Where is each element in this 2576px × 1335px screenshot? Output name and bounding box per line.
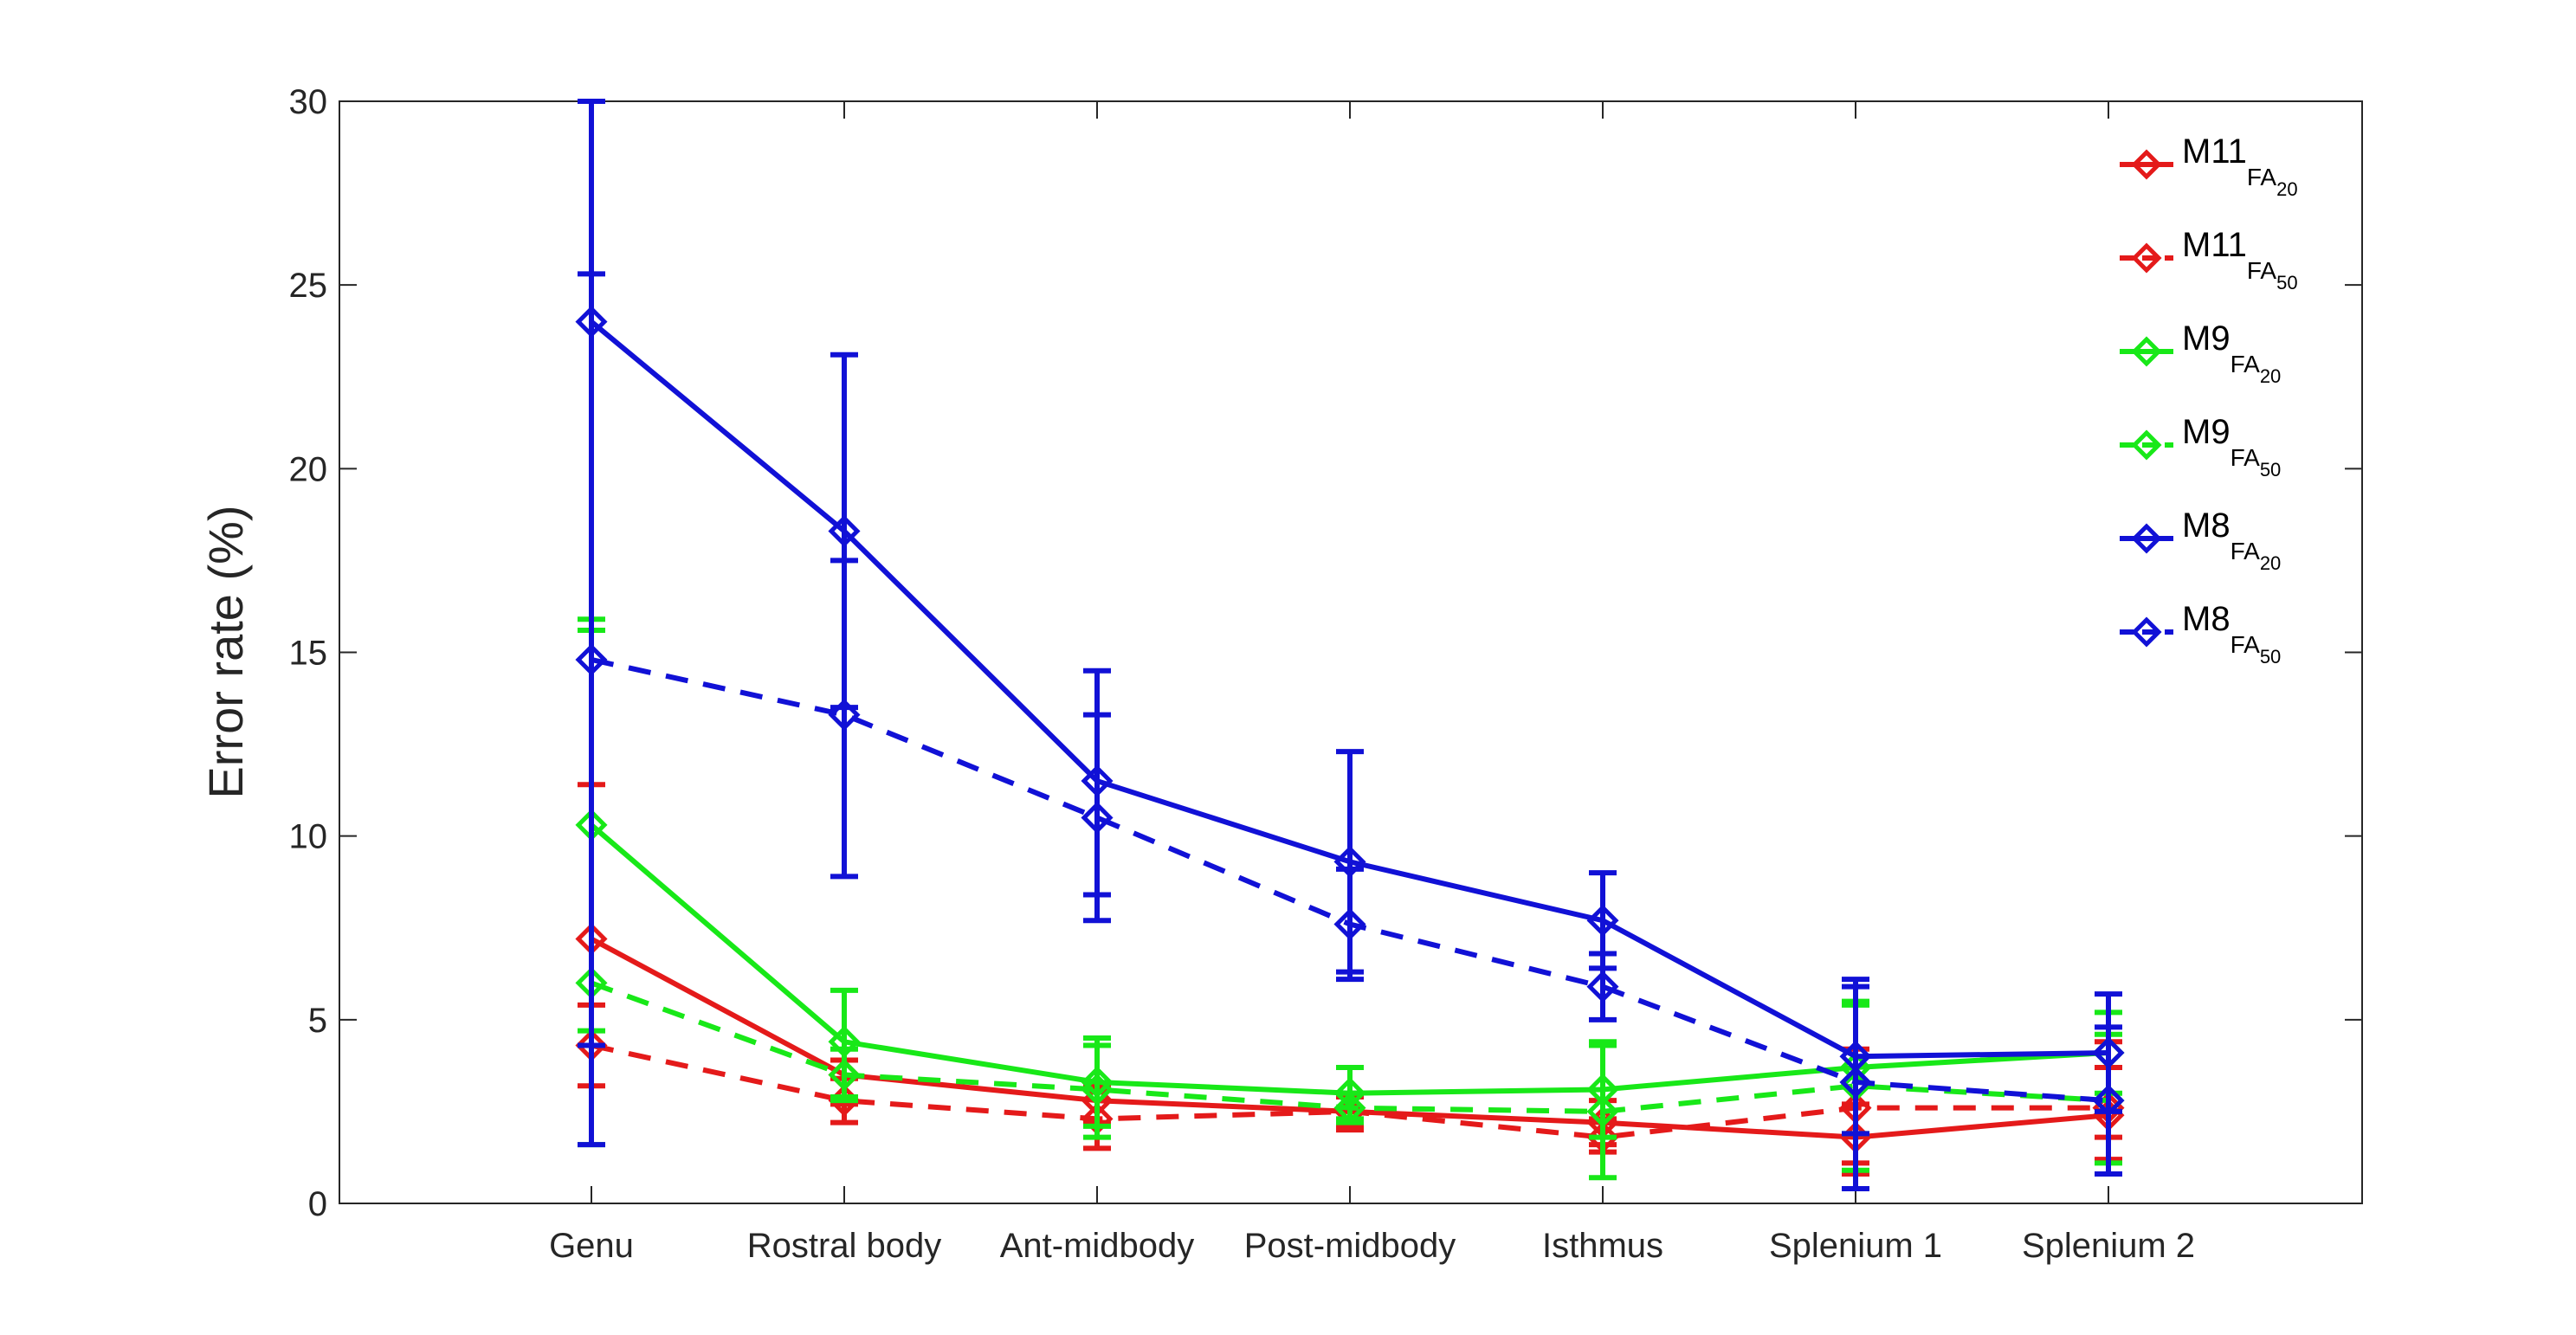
data-point-marker (1333, 907, 1366, 941)
y-axis-label: Error rate (%) (198, 505, 253, 798)
y-tick-label: 0 (308, 1185, 327, 1223)
legend-marker-swatch (2131, 336, 2162, 367)
data-point-marker (828, 514, 861, 548)
x-tick-label: Splenium 1 (1769, 1227, 1942, 1265)
x-tick-label: Rostral body (747, 1227, 942, 1265)
series-layer (575, 99, 2125, 1192)
legend-label: M11FA50 (2182, 226, 2298, 293)
x-tick-label: Isthmus (1542, 1227, 1663, 1265)
data-point-marker (828, 1058, 861, 1092)
series-m8-50 (575, 271, 2125, 1192)
x-tick-label: Post-midbody (1244, 1227, 1456, 1265)
y-tick-label: 15 (289, 635, 328, 673)
legend-label: M11FA20 (2182, 132, 2298, 200)
legend-marker-swatch (2131, 523, 2162, 554)
legend-marker-swatch (2131, 616, 2162, 648)
legend-marker-swatch (2131, 242, 2162, 274)
x-tick-label: Genu (549, 1227, 634, 1265)
legend-item: M8FA50 (2120, 600, 2281, 668)
y-axis: 0 5 10 15 20 25 30 (289, 83, 2362, 1223)
y-tick-label: 10 (289, 818, 328, 856)
legend-marker-swatch (2131, 149, 2162, 180)
legend-item: M8FA20 (2120, 506, 2281, 574)
data-point-marker (2092, 1084, 2125, 1117)
legend-marker-swatch (2131, 429, 2162, 461)
data-point-marker (1586, 971, 1619, 1003)
legend-label: M9FA50 (2182, 413, 2281, 480)
data-point-marker (828, 699, 861, 732)
data-point-marker (1081, 801, 1114, 834)
data-point-marker (1333, 1092, 1366, 1125)
x-tick-label: Splenium 2 (2022, 1227, 2195, 1265)
legend-label: M8FA20 (2182, 506, 2281, 574)
legend-item: M9FA20 (2120, 319, 2281, 387)
y-tick-label: 30 (289, 83, 328, 121)
data-point-marker (1081, 1073, 1114, 1106)
legend-item: M11FA50 (2120, 226, 2298, 293)
data-point-marker (1586, 1095, 1619, 1128)
data-point-marker (1839, 1066, 1872, 1099)
data-point-marker (575, 643, 608, 676)
legend-item: M11FA20 (2120, 132, 2298, 200)
y-tick-label: 5 (308, 1002, 327, 1040)
y-tick-label: 20 (289, 450, 328, 488)
legend: M11FA20 M11FA50 M9FA20 M9FA50 M8FA20 M8FA50 (2120, 132, 2298, 668)
legend-item: M9FA50 (2120, 413, 2281, 480)
legend-label: M9FA20 (2182, 319, 2281, 387)
data-point-marker (1586, 904, 1619, 937)
x-axis: Genu Rostral body Ant-midbody Post-midbody I… (549, 101, 2195, 1265)
y-tick-label: 25 (289, 267, 328, 305)
x-tick-label: Ant-midbody (1000, 1227, 1195, 1265)
plot-area (339, 100, 2363, 1204)
legend-label: M8FA50 (2182, 600, 2281, 668)
